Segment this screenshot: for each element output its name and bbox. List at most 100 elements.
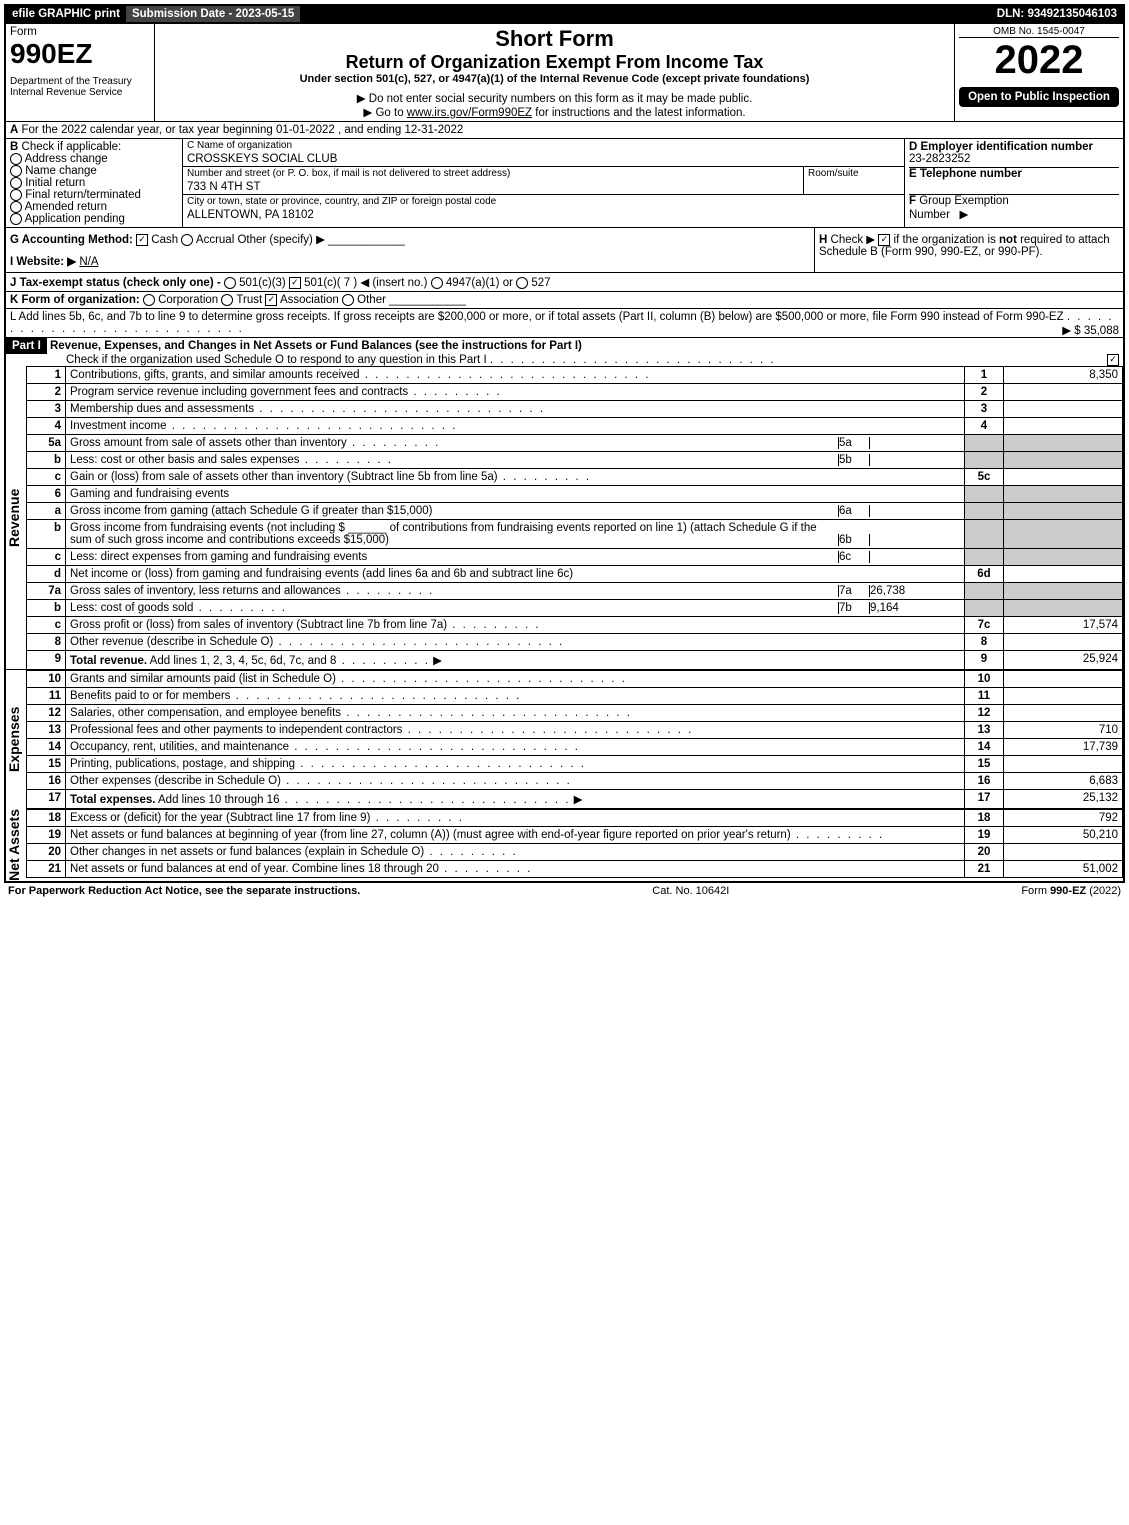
row-l: L Add lines 5b, 6c, and 7b to line 9 to … bbox=[6, 308, 1123, 337]
line-1: 1Contributions, gifts, grants, and simil… bbox=[27, 367, 1123, 384]
footer: For Paperwork Reduction Act Notice, see … bbox=[4, 883, 1125, 899]
check-other[interactable] bbox=[342, 294, 354, 306]
title-block: Short Form Return of Organization Exempt… bbox=[155, 24, 954, 121]
efile-label[interactable]: efile GRAPHIC print bbox=[6, 6, 126, 22]
line-2: 2Program service revenue including gover… bbox=[27, 384, 1123, 401]
form-container: Form 990EZ Department of the Treasury In… bbox=[4, 24, 1125, 883]
phone-value bbox=[909, 180, 1119, 195]
col-c: C Name of organization CROSSKEYS SOCIAL … bbox=[183, 139, 905, 227]
line-6d: dNet income or (loss) from gaming and fu… bbox=[27, 566, 1123, 583]
main-title: Return of Organization Exempt From Incom… bbox=[159, 52, 950, 73]
line-11: 11Benefits paid to or for members11 bbox=[27, 688, 1123, 705]
line-19: 19Net assets or fund balances at beginni… bbox=[27, 827, 1123, 844]
short-form-title: Short Form bbox=[159, 26, 950, 52]
line-12: 12Salaries, other compensation, and empl… bbox=[27, 705, 1123, 722]
check-cash[interactable]: ✓ bbox=[136, 234, 148, 246]
check-trust[interactable] bbox=[221, 294, 233, 306]
check-schedule-o[interactable]: ✓ bbox=[1107, 354, 1119, 366]
line-13: 13Professional fees and other payments t… bbox=[27, 722, 1123, 739]
line-5a: 5aGross amount from sale of assets other… bbox=[27, 435, 1123, 452]
check-address-change[interactable]: Address change bbox=[10, 153, 178, 165]
row-k: K Form of organization: Corporation Trus… bbox=[6, 291, 1123, 308]
line-10: 10Grants and similar amounts paid (list … bbox=[27, 671, 1123, 688]
line-5c: cGain or (loss) from sale of assets othe… bbox=[27, 469, 1123, 486]
box-bcdef: B Check if applicable: Address change Na… bbox=[6, 138, 1123, 227]
c-name-label: C Name of organization bbox=[183, 139, 904, 152]
form-label: Form bbox=[10, 26, 150, 38]
check-final-return[interactable]: Final return/terminated bbox=[10, 189, 178, 201]
row-a: A For the 2022 calendar year, or tax yea… bbox=[6, 121, 1123, 138]
website-value: N/A bbox=[79, 256, 98, 268]
row-j: J Tax-exempt status (check only one) - 5… bbox=[6, 272, 1123, 291]
part1-check-text: Check if the organization used Schedule … bbox=[66, 354, 487, 366]
ein-value: 23-2823252 bbox=[909, 153, 1119, 168]
line-7a: 7aGross sales of inventory, less returns… bbox=[27, 583, 1123, 600]
city-label: City or town, state or province, country… bbox=[183, 194, 904, 208]
check-4947[interactable] bbox=[431, 277, 443, 289]
form-id-block: Form 990EZ Department of the Treasury In… bbox=[6, 24, 155, 121]
check-application-pending[interactable]: Application pending bbox=[10, 213, 178, 225]
header-row: Form 990EZ Department of the Treasury In… bbox=[6, 24, 1123, 121]
line-20: 20Other changes in net assets or fund ba… bbox=[27, 844, 1123, 861]
d-label: D Employer identification number bbox=[909, 141, 1093, 153]
row-a-text: For the 2022 calendar year, or tax year … bbox=[22, 124, 464, 136]
expenses-label: Expenses bbox=[6, 670, 26, 809]
revenue-table: 1Contributions, gifts, grants, and simil… bbox=[26, 366, 1123, 670]
expenses-section: Expenses 10Grants and similar amounts pa… bbox=[6, 670, 1123, 809]
top-bar: efile GRAPHIC print Submission Date - 20… bbox=[4, 4, 1125, 24]
g-label: G Accounting Method: bbox=[10, 234, 133, 246]
check-accrual[interactable] bbox=[181, 234, 193, 246]
revenue-section: Revenue 1Contributions, gifts, grants, a… bbox=[6, 366, 1123, 670]
org-name: CROSSKEYS SOCIAL CLUB bbox=[183, 152, 904, 167]
goto-link[interactable]: ▶ Go to www.irs.gov/Form990EZ for instru… bbox=[159, 105, 950, 119]
netassets-section: Net Assets 18Excess or (deficit) for the… bbox=[6, 809, 1123, 881]
city-value: ALLENTOWN, PA 18102 bbox=[183, 208, 904, 222]
line-6: 6Gaming and fundraising events bbox=[27, 486, 1123, 503]
form-number: 990EZ bbox=[10, 38, 150, 70]
line-14: 14Occupancy, rent, utilities, and mainte… bbox=[27, 739, 1123, 756]
part1-header-row: Part I Revenue, Expenses, and Changes in… bbox=[6, 337, 1123, 366]
line-4: 4Investment income4 bbox=[27, 418, 1123, 435]
part1-label: Part I bbox=[6, 338, 47, 354]
check-corp[interactable] bbox=[143, 294, 155, 306]
k-label: K Form of organization: bbox=[10, 294, 140, 306]
check-initial-return[interactable]: Initial return bbox=[10, 177, 178, 189]
line-17: 17Total expenses. Add lines 10 through 1… bbox=[27, 790, 1123, 809]
line-15: 15Printing, publications, postage, and s… bbox=[27, 756, 1123, 773]
check-assoc[interactable]: ✓ bbox=[265, 294, 277, 306]
line-6a: aGross income from gaming (attach Schedu… bbox=[27, 503, 1123, 520]
part1-heading: Revenue, Expenses, and Changes in Net As… bbox=[50, 340, 582, 352]
check-527[interactable] bbox=[516, 277, 528, 289]
j-label: J Tax-exempt status (check only one) - bbox=[10, 277, 221, 289]
g-other: Other (specify) ▶ bbox=[237, 234, 324, 246]
pra-notice: For Paperwork Reduction Act Notice, see … bbox=[8, 885, 360, 897]
line-21: 21Net assets or fund balances at end of … bbox=[27, 861, 1123, 878]
check-name-change[interactable]: Name change bbox=[10, 165, 178, 177]
line-3: 3Membership dues and assessments3 bbox=[27, 401, 1123, 418]
line-7c: cGross profit or (loss) from sales of in… bbox=[27, 617, 1123, 634]
irs-link[interactable]: www.irs.gov/Form990EZ bbox=[407, 107, 532, 119]
street-label: Number and street (or P. O. box, if mail… bbox=[183, 167, 803, 180]
l-text: L Add lines 5b, 6c, and 7b to line 9 to … bbox=[10, 311, 1064, 323]
expenses-table: 10Grants and similar amounts paid (list … bbox=[26, 670, 1123, 809]
street-value: 733 N 4TH ST bbox=[183, 180, 803, 194]
check-501c3[interactable] bbox=[224, 277, 236, 289]
f-label: F Group ExemptionNumber ▶ bbox=[909, 195, 1119, 221]
check-501c[interactable]: ✓ bbox=[289, 277, 301, 289]
h-box: H Check ▶ ✓ if the organization is not r… bbox=[814, 228, 1123, 272]
col-def: D Employer identification number 23-2823… bbox=[905, 139, 1123, 227]
netassets-table: 18Excess or (deficit) for the year (Subt… bbox=[26, 809, 1123, 878]
line-16: 16Other expenses (describe in Schedule O… bbox=[27, 773, 1123, 790]
check-schedule-b[interactable]: ✓ bbox=[878, 234, 890, 246]
row-gh: G Accounting Method: ✓ Cash Accrual Othe… bbox=[6, 227, 1123, 272]
l-amount: ▶ $ 35,088 bbox=[1062, 323, 1119, 337]
check-amended-return[interactable]: Amended return bbox=[10, 201, 178, 213]
i-label: I Website: ▶ bbox=[10, 256, 76, 268]
col-b: B Check if applicable: Address change Na… bbox=[6, 139, 183, 227]
line-7b: bLess: cost of goods sold7b9,164 bbox=[27, 600, 1123, 617]
form-ref: Form 990-EZ (2022) bbox=[1021, 885, 1121, 897]
open-to-public: Open to Public Inspection bbox=[959, 87, 1119, 107]
tax-year: 2022 bbox=[959, 38, 1119, 83]
e-label: E Telephone number bbox=[909, 168, 1022, 180]
line-9: 9Total revenue. Add lines 1, 2, 3, 4, 5c… bbox=[27, 651, 1123, 670]
